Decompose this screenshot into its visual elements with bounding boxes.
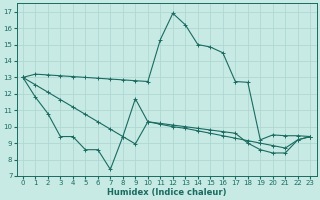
X-axis label: Humidex (Indice chaleur): Humidex (Indice chaleur) (107, 188, 226, 197)
